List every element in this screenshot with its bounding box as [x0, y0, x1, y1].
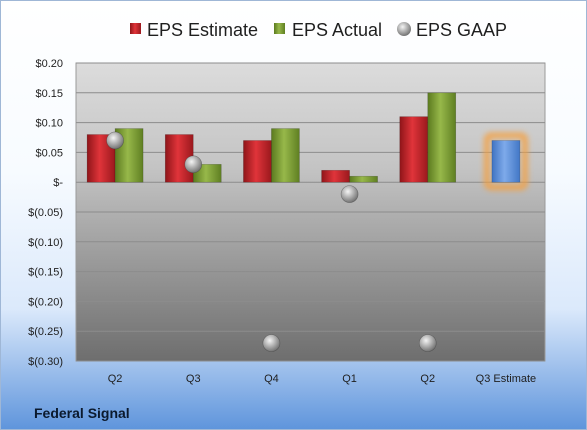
legend-label-eps-estimate: EPS Estimate [147, 20, 258, 40]
marker-eps-gaap [106, 131, 124, 150]
legend-item-eps-actual: EPS Actual [274, 20, 382, 40]
y-tick-label: $(0.30) [28, 356, 63, 368]
y-axis-tick-labels: $0.20 $0.15 $0.10 $0.05 $- $(0.05) $(0.10) $(0.… [28, 58, 63, 368]
y-tick-label: $(0.20) [28, 296, 63, 308]
marker-eps-gaap [340, 185, 359, 203]
bar-eps-actual [271, 128, 300, 183]
marker-eps-gaap [184, 155, 203, 174]
legend-swatch-eps-gaap [397, 22, 411, 36]
legend-swatch-eps-estimate [130, 23, 141, 34]
y-tick-label: $0.15 [35, 88, 63, 100]
company-name: Federal Signal [34, 405, 130, 421]
x-category-label: Q2 [108, 373, 123, 385]
legend-item-eps-gaap: EPS GAAP [397, 20, 507, 40]
legend-label-eps-actual: EPS Actual [292, 20, 382, 40]
y-tick-label: $0.20 [35, 58, 63, 70]
y-tick-label: $(0.25) [28, 326, 63, 338]
bar-eps-estimate-highlight [491, 140, 521, 183]
bar-eps-actual [427, 92, 457, 183]
y-tick-label: $0.05 [35, 147, 63, 159]
legend-item-eps-estimate: EPS Estimate [130, 20, 258, 40]
legend-swatch-eps-actual [274, 23, 285, 34]
y-tick-label: $0.10 [35, 118, 63, 130]
y-tick-label: $(0.15) [28, 267, 63, 279]
x-category-label: Q4 [264, 373, 279, 385]
y-tick-label: $(0.10) [28, 237, 63, 249]
gaap-markers [106, 131, 437, 352]
estimate-highlight-glow [483, 132, 528, 191]
bar-eps-actual [349, 175, 378, 183]
legend-label-eps-gaap: EPS GAAP [416, 20, 507, 40]
bar-eps-estimate [321, 169, 350, 183]
y-tick-label: $- [53, 177, 63, 189]
x-category-label: Q3 Estimate [476, 373, 537, 385]
bar-eps-estimate [399, 116, 429, 183]
marker-eps-gaap [262, 334, 281, 352]
x-axis-category-labels: Q2 Q3 Q4 Q1 Q2 Q3 Estimate [108, 373, 536, 385]
bar-eps-estimate [243, 140, 272, 183]
x-category-label: Q2 [420, 373, 435, 385]
x-category-label: Q1 [342, 373, 357, 385]
gridlines [76, 62, 545, 362]
legend: EPS Estimate EPS Actual EPS GAAP [130, 20, 507, 40]
y-tick-label: $(0.05) [28, 207, 63, 219]
x-category-label: Q3 [186, 373, 201, 385]
marker-eps-gaap [418, 334, 437, 352]
